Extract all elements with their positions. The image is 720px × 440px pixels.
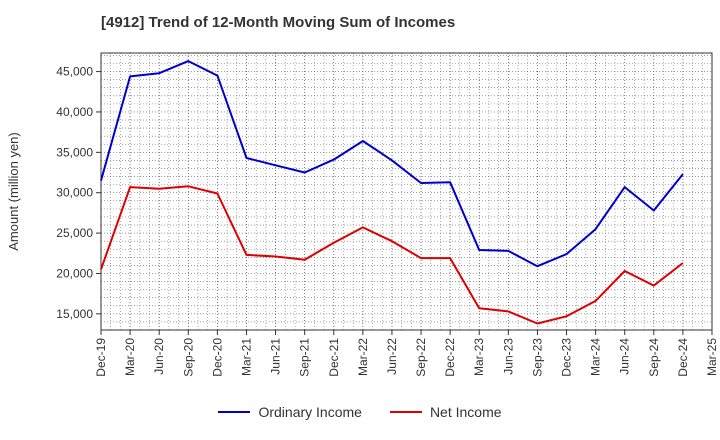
y-tick-label: 45,000 — [56, 65, 93, 79]
legend-swatch-net-income — [389, 411, 422, 413]
series-line-ordinary-income — [100, 60, 684, 268]
legend-item-ordinary-income: Ordinary Income — [218, 404, 362, 420]
x-tick-label: Jun-23 — [501, 338, 515, 375]
legend-item-net-income: Net Income — [389, 404, 502, 420]
legend-swatch-ordinary-income — [218, 411, 251, 413]
x-tick-label: Sep-24 — [647, 338, 661, 377]
y-axis-title: Amount (million yen) — [6, 132, 21, 251]
y-tick-label: 20,000 — [56, 266, 93, 280]
chart-title: [4912] Trend of 12-Month Moving Sum of I… — [101, 14, 456, 31]
x-tick-label: Mar-20 — [123, 338, 137, 376]
x-tick-label: Mar-23 — [472, 338, 486, 376]
x-tick-label: Mar-25 — [705, 338, 719, 376]
x-tick-label: Jun-20 — [152, 338, 166, 375]
plot-area-frame — [100, 52, 713, 331]
x-tick-label: Mar-22 — [356, 338, 370, 376]
y-tick-label: 35,000 — [56, 145, 93, 159]
x-tick-label: Jun-22 — [385, 338, 399, 375]
legend-label-net-income: Net Income — [429, 404, 502, 420]
x-tick-label: Jun-21 — [269, 338, 283, 375]
x-tick-label: Sep-23 — [530, 338, 544, 377]
x-tick-label: Sep-22 — [414, 338, 428, 377]
x-tick-label: Jun-24 — [618, 338, 632, 375]
x-tick-label: Mar-21 — [239, 338, 253, 376]
y-tick-label: 30,000 — [56, 186, 93, 200]
x-tick-label: Dec-23 — [560, 338, 574, 377]
y-tick-label: 25,000 — [56, 226, 93, 240]
x-tick-label: Dec-20 — [210, 338, 224, 377]
x-tick-label: Sep-20 — [181, 338, 195, 377]
legend: Ordinary Income Net Income — [0, 404, 720, 420]
x-tick-label: Dec-19 — [94, 338, 108, 377]
x-tick-label: Sep-21 — [298, 338, 312, 377]
y-tick-label: 40,000 — [56, 105, 93, 119]
legend-label-ordinary-income: Ordinary Income — [258, 404, 362, 420]
x-tick-label: Dec-21 — [327, 338, 341, 377]
x-tick-label: Dec-22 — [443, 338, 457, 377]
series-line-net-income — [100, 185, 684, 325]
x-tick-label: Dec-24 — [676, 338, 690, 377]
x-tick-label: Mar-24 — [589, 338, 603, 376]
y-tick-label: 15,000 — [56, 307, 93, 321]
